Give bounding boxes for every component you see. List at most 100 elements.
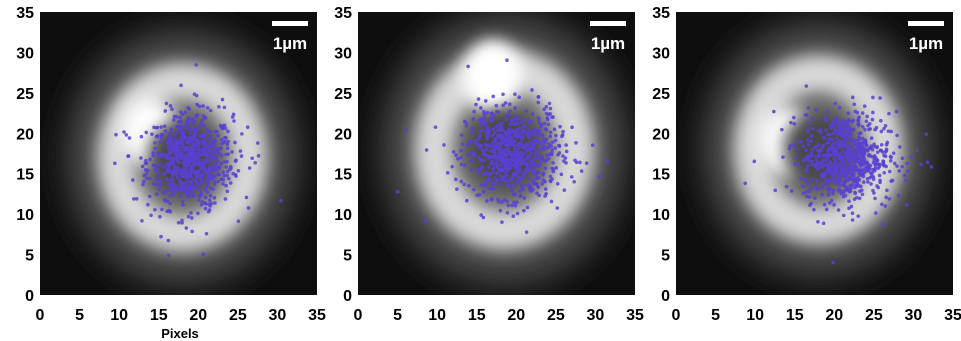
localization-point <box>166 164 171 168</box>
localization-point <box>860 111 865 115</box>
localization-point <box>555 206 560 210</box>
localization-point <box>854 195 859 200</box>
localization-point <box>882 153 886 158</box>
localization-point <box>852 102 857 107</box>
localization-point <box>540 182 544 186</box>
localization-point <box>528 141 533 146</box>
localization-point <box>450 164 455 169</box>
localization-point <box>199 202 204 207</box>
localization-point <box>208 134 213 139</box>
localization-point <box>189 186 194 191</box>
localization-point <box>511 214 516 219</box>
localization-point <box>879 142 884 147</box>
localization-point <box>842 189 847 193</box>
localization-point <box>511 163 516 167</box>
localization-point <box>506 203 511 208</box>
localization-point <box>451 150 456 154</box>
localization-point <box>498 182 503 187</box>
localization-point <box>850 95 855 100</box>
localization-point <box>507 127 512 132</box>
localization-point <box>820 184 825 189</box>
localization-point <box>842 119 847 123</box>
localization-point <box>505 178 509 182</box>
localization-point <box>861 172 865 176</box>
localization-point <box>159 135 164 140</box>
localization-point <box>154 125 159 130</box>
localization-point <box>806 105 811 110</box>
localization-point <box>831 120 836 124</box>
localization-point <box>176 160 181 165</box>
x-tick-label: 15 <box>786 307 804 324</box>
localization-point <box>423 218 428 223</box>
localization-point <box>493 176 497 180</box>
localization-point <box>168 104 173 108</box>
localization-point <box>570 125 574 129</box>
localization-point <box>488 172 493 176</box>
localization-point <box>199 191 203 195</box>
localization-point <box>850 144 855 148</box>
localization-point <box>500 134 504 139</box>
localization-point <box>476 137 481 141</box>
localization-point <box>464 198 469 203</box>
localization-point <box>197 151 202 155</box>
localization-point <box>178 141 183 145</box>
localization-point <box>879 118 883 123</box>
localization-point <box>184 140 189 145</box>
x-tick-label: 35 <box>944 307 961 324</box>
localization-point <box>201 114 206 118</box>
localization-point <box>217 105 221 109</box>
localization-point <box>150 132 154 136</box>
localization-point <box>787 146 792 151</box>
localization-point <box>817 162 821 166</box>
localization-point <box>554 165 559 170</box>
localization-point <box>134 196 139 201</box>
localization-point <box>826 164 831 169</box>
localization-point <box>498 173 503 178</box>
localization-point <box>863 138 868 142</box>
localization-point <box>801 144 805 148</box>
localization-point <box>855 151 860 155</box>
localization-point <box>185 146 190 151</box>
localization-point <box>492 130 497 135</box>
localization-point <box>203 206 208 211</box>
y-tick-label: 25 <box>334 86 352 103</box>
localization-point <box>809 186 813 191</box>
localization-point <box>849 204 854 209</box>
localization-point <box>878 96 882 100</box>
localization-point <box>151 151 156 155</box>
localization-point <box>185 189 189 194</box>
localization-point <box>830 191 835 196</box>
localization-point <box>170 156 175 160</box>
localization-point <box>442 143 446 147</box>
localization-point <box>207 167 212 172</box>
localization-point <box>513 139 517 144</box>
y-tick-label: 30 <box>16 45 34 62</box>
localization-point <box>807 195 812 199</box>
localization-point <box>752 159 757 164</box>
x-tick-label: 35 <box>308 307 326 324</box>
localization-point <box>530 158 535 162</box>
localization-point <box>219 177 224 181</box>
localization-point <box>814 178 819 183</box>
localization-point <box>846 111 851 115</box>
localization-point <box>158 214 162 219</box>
localization-point <box>857 196 862 201</box>
localization-point <box>851 179 856 184</box>
localization-point <box>854 165 859 170</box>
localization-point <box>873 196 877 201</box>
localization-point <box>839 169 843 174</box>
localization-point <box>164 155 168 160</box>
localization-point <box>818 130 823 135</box>
localization-point <box>208 174 212 179</box>
localization-point <box>193 162 197 166</box>
localization-point <box>219 161 224 166</box>
localization-point <box>817 148 822 153</box>
localization-point <box>149 213 153 218</box>
localization-point <box>153 164 157 168</box>
localization-point <box>559 172 564 177</box>
localization-point <box>200 179 204 184</box>
localization-point <box>459 148 463 153</box>
localization-point <box>181 136 186 140</box>
localization-point <box>867 127 871 132</box>
localization-point <box>139 156 143 160</box>
